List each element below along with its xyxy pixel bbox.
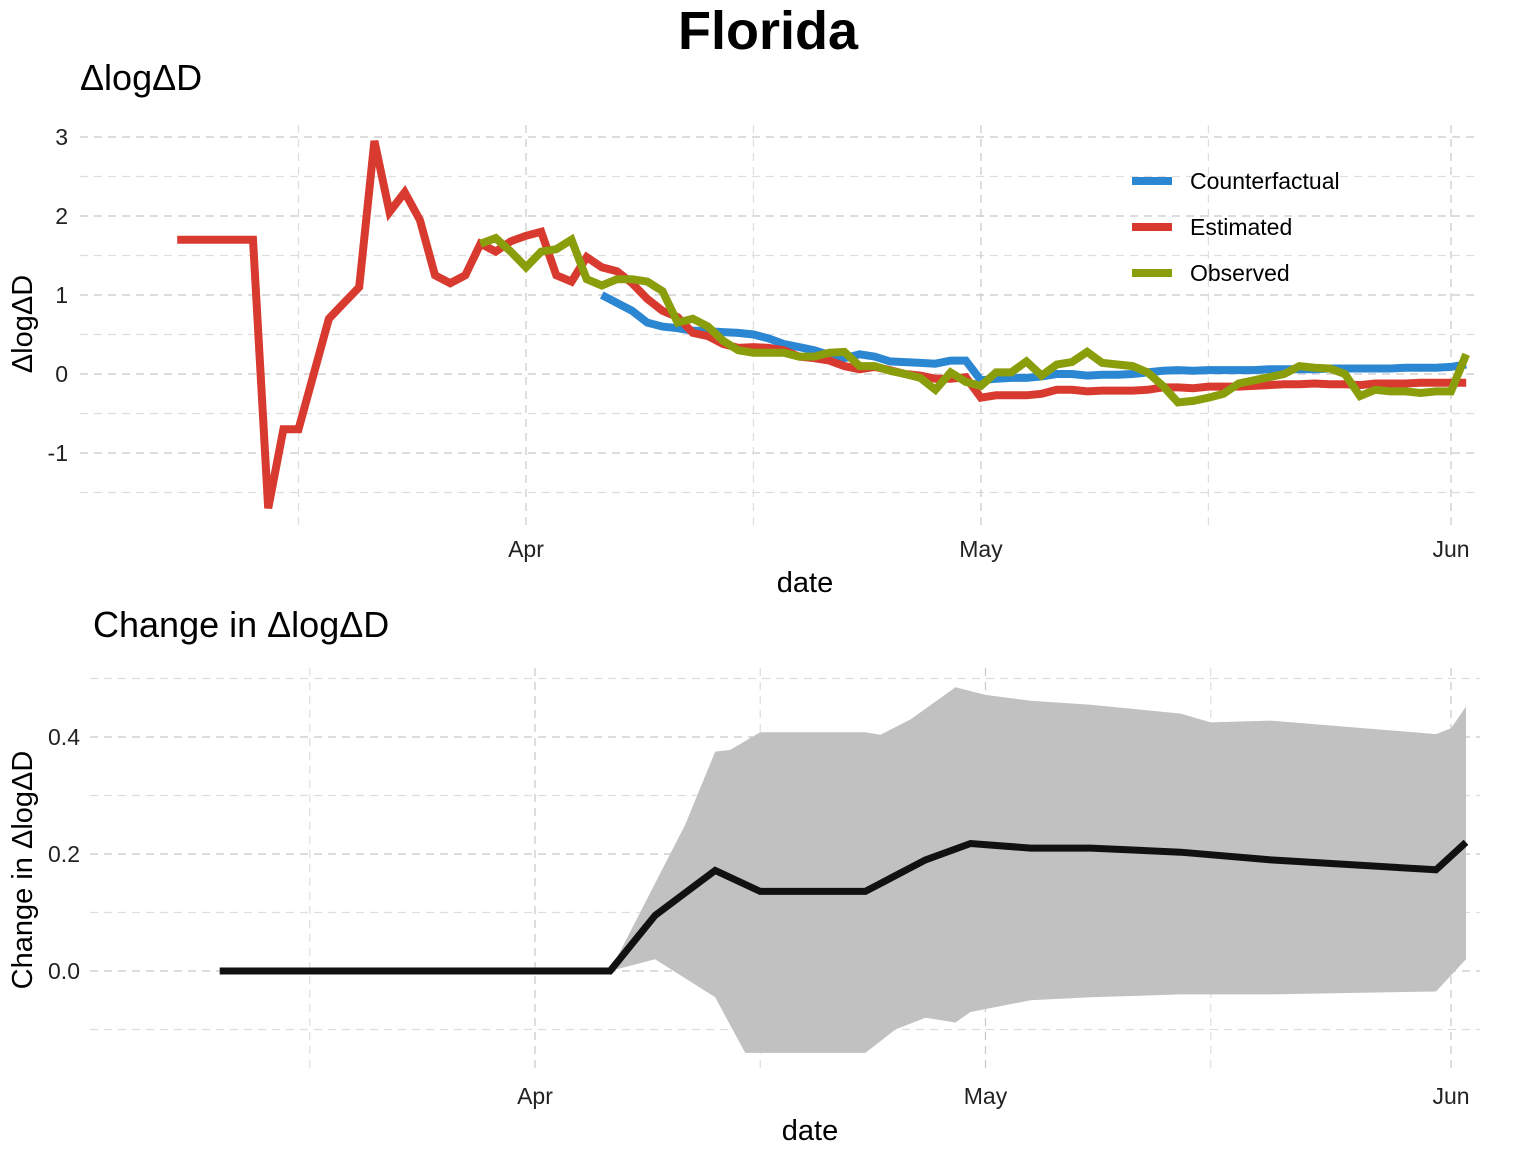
y-tick-label: 0 (55, 361, 68, 387)
panel-2: Change in ΔlogΔD 0.0 0.2 0.4 Apr May Jun date Ch… (7, 604, 1480, 1147)
y-tick-label: 0.2 (48, 841, 80, 867)
x-axis-label: date (777, 567, 833, 599)
y-tick-label: 0.0 (48, 958, 80, 984)
y-tick-label: -1 (48, 440, 68, 466)
confidence-band (610, 687, 1466, 1053)
y-tick-label: 2 (55, 203, 68, 229)
series-line-observed (479, 233, 1470, 407)
series-line-estimated (177, 140, 1467, 510)
x-tick-label: May (964, 1083, 1008, 1109)
intervention-annotation: Stay at home shelter i (552, 694, 583, 965)
x-axis-label: date (782, 1115, 838, 1147)
panel-title: Change in ΔlogΔD (93, 604, 389, 645)
legend-label: Counterfactual (1190, 168, 1340, 194)
intervention-annotation: Date closed K 12 scho (342, 685, 373, 965)
legend: Counterfactual Estimated Observed (1132, 168, 1340, 286)
y-axis-label: Change in ΔlogΔD (7, 751, 39, 990)
y-axis-label: ΔlogΔD (7, 275, 39, 373)
legend-label: Observed (1190, 260, 1290, 286)
series-line-change (219, 839, 1469, 975)
figure-title: Florida (677, 1, 858, 61)
x-tick-label: Apr (517, 1083, 553, 1109)
x-tick-label: Jun (1432, 1083, 1469, 1109)
y-tick-label: 0.4 (48, 724, 80, 750)
legend-label: Estimated (1190, 214, 1292, 240)
panel-title: ΔlogΔD (80, 57, 202, 98)
intervention-annotation: Closed movie theaters (387, 686, 418, 965)
x-tick-label: May (959, 536, 1003, 562)
y-tick-label: 3 (55, 124, 68, 150)
y-tick-label: 1 (55, 282, 68, 308)
x-tick-label: Apr (508, 536, 544, 562)
x-tick-label: Jun (1432, 536, 1469, 562)
panel-1: ΔlogΔD -1 0 1 2 3 Apr May Jun date ΔlogΔD Counterfa… (7, 57, 1480, 599)
